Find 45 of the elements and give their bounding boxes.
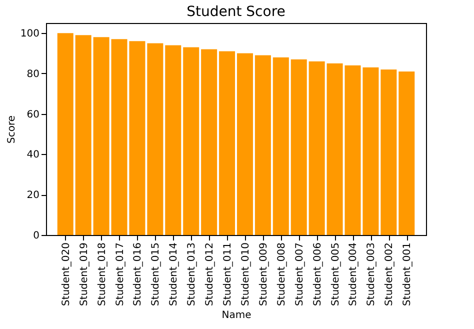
bar — [165, 45, 182, 235]
bar — [308, 61, 325, 235]
bar — [75, 35, 92, 235]
y-tick-label: 0 — [33, 230, 40, 242]
x-tick-label: Student_018 — [96, 242, 108, 306]
x-tick-label: Student_002 — [384, 242, 396, 306]
bar — [380, 69, 397, 235]
x-tick-label: Student_013 — [186, 242, 198, 306]
x-tick-label: Student_005 — [330, 242, 342, 306]
bar — [362, 67, 379, 235]
bar — [254, 55, 271, 235]
chart-title: Student Score — [186, 4, 286, 20]
bar — [398, 71, 415, 235]
bar — [147, 43, 164, 235]
x-tick-label: Student_008 — [276, 242, 288, 306]
x-tick-label: Student_004 — [348, 242, 360, 306]
x-tick-label: Student_015 — [150, 242, 162, 306]
y-axis-title: Score — [6, 115, 18, 144]
y-tick-label: 20 — [26, 190, 40, 202]
x-tick-label: Student_014 — [168, 242, 180, 306]
y-tick-label: 100 — [20, 28, 40, 40]
x-tick-label: Student_009 — [258, 242, 270, 306]
bar — [93, 37, 110, 235]
y-tick-label: 60 — [26, 109, 40, 120]
y-tick-label: 80 — [26, 68, 40, 80]
x-tick-label: Student_016 — [132, 242, 144, 306]
bar — [57, 33, 74, 235]
bar — [183, 47, 200, 235]
x-tick-label: Student_011 — [222, 242, 234, 306]
x-tick-label: Student_007 — [294, 242, 306, 306]
bar — [290, 59, 307, 235]
bar — [272, 57, 289, 235]
x-tick-label: Student_010 — [240, 242, 252, 306]
bar — [219, 51, 236, 235]
y-tick-label: 40 — [26, 150, 40, 161]
bar — [201, 49, 218, 235]
x-tick-label: Student_012 — [204, 242, 216, 306]
x-tick-label: Student_020 — [60, 242, 72, 306]
x-axis-title: Name — [222, 310, 252, 321]
bar — [236, 53, 253, 235]
x-tick-label: Student_006 — [312, 242, 324, 306]
x-tick-label: Student_017 — [114, 242, 126, 306]
x-tick-label: Student_001 — [402, 242, 414, 306]
x-tick-label: Student_019 — [78, 242, 90, 306]
x-tick-label: Student_003 — [366, 242, 378, 306]
